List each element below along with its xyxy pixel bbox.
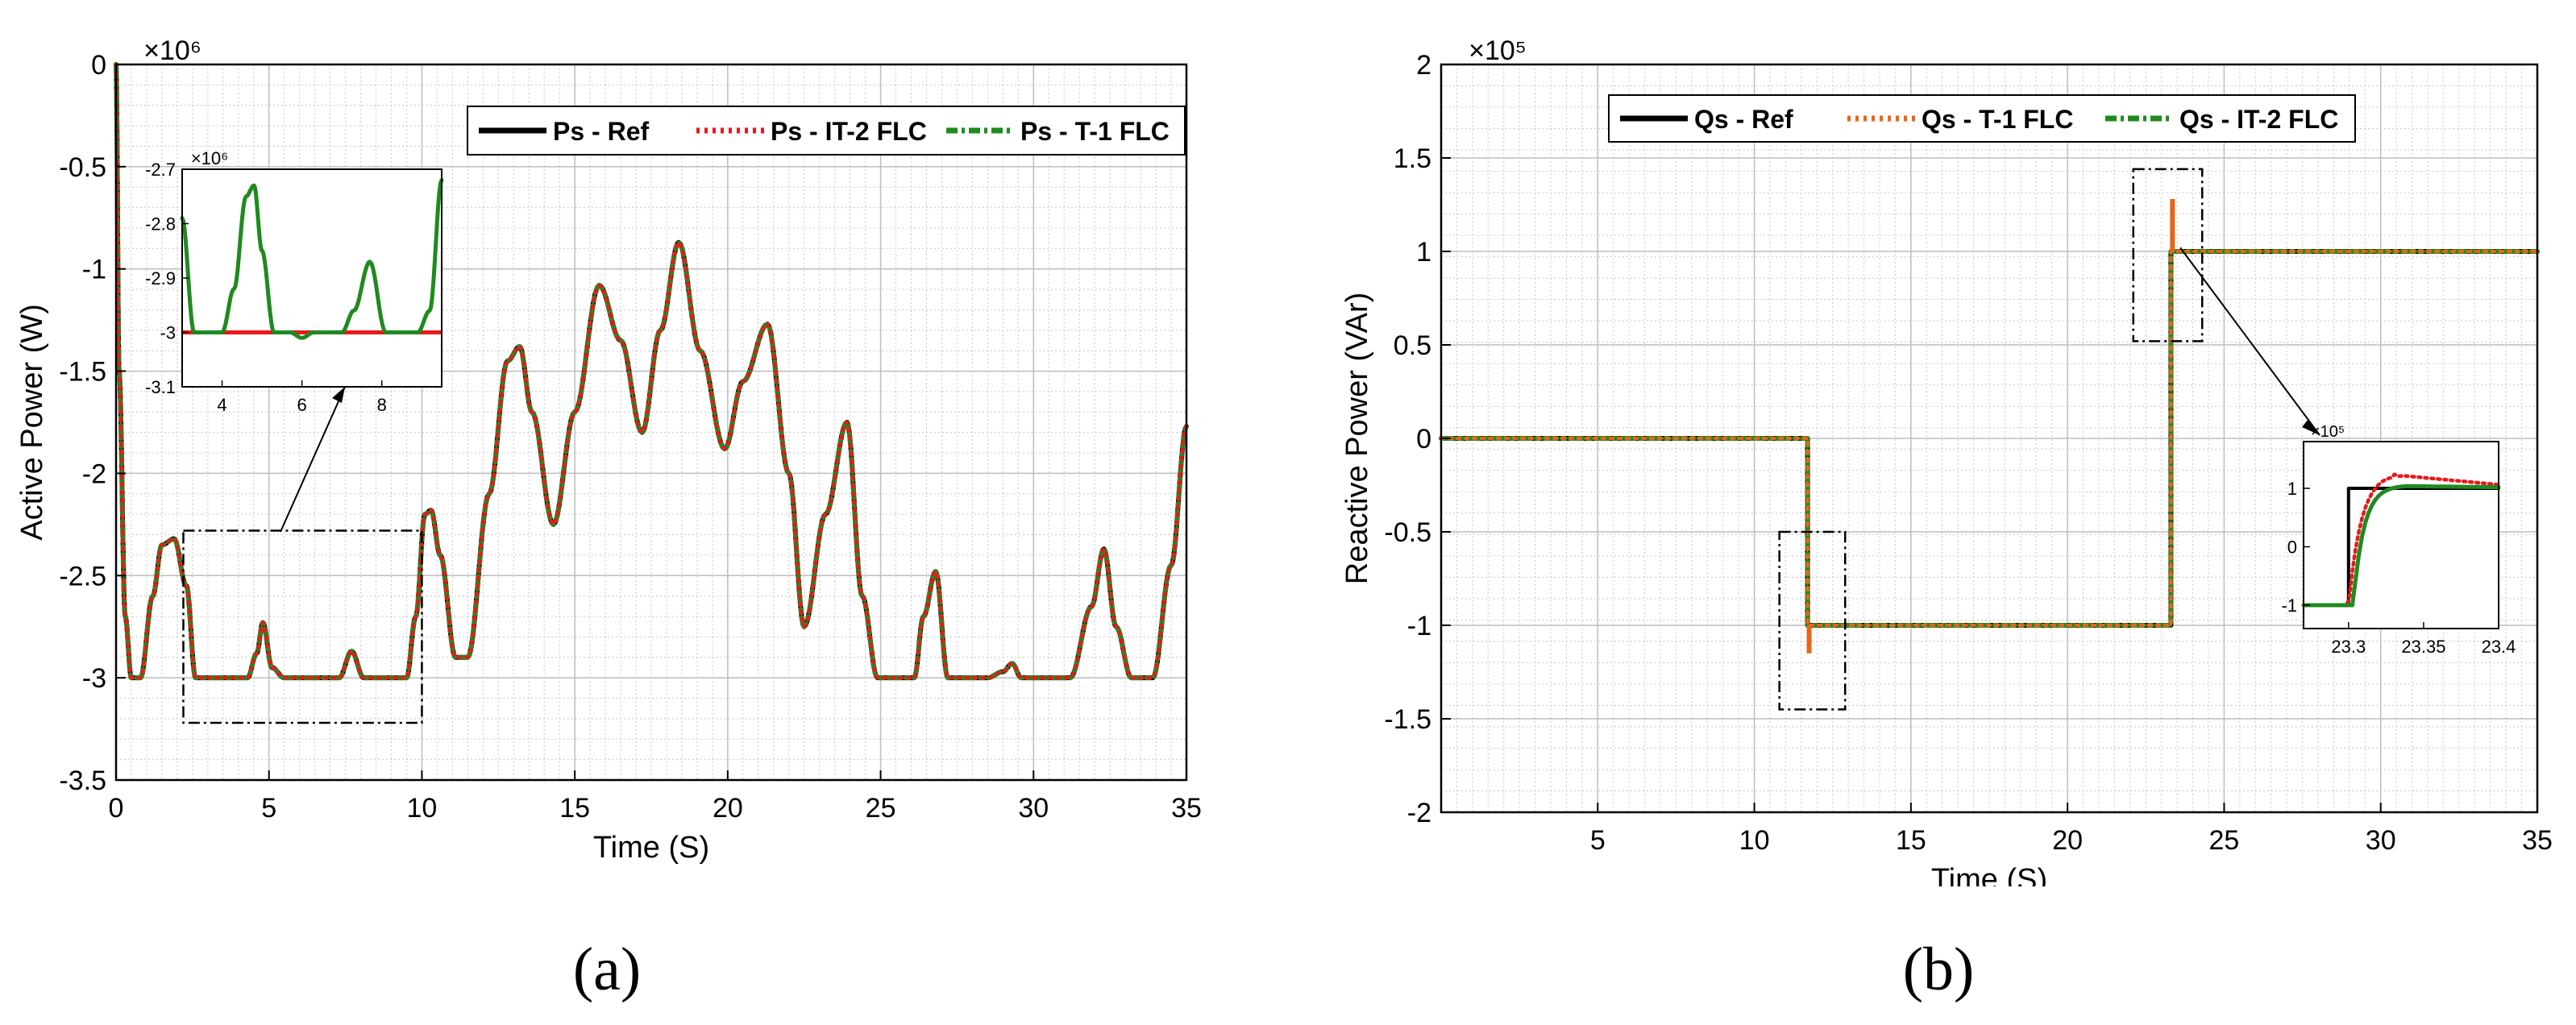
- inset-b-y-tick-label: -1: [2281, 595, 2297, 616]
- chart-a-y-tick-label: -0.5: [59, 152, 106, 183]
- chart-b-legend-label: Qs - IT-2 FLC: [2179, 105, 2338, 134]
- chart-b-x-tick-label: 20: [2052, 825, 2083, 856]
- chart-a-x-tick-label: 25: [866, 793, 896, 824]
- chart-b-y-tick-label: 0: [1416, 424, 1431, 454]
- chart-b-legend-label: Qs - Ref: [1694, 105, 1793, 134]
- inset-b-plot-area: [2304, 442, 2499, 629]
- chart-b-series-qs-t1-flc: [1439, 249, 2540, 628]
- chart-b-y-axis-label: Reactive Power (VAr): [1340, 293, 1374, 585]
- inset-a-plot-area: [182, 169, 442, 387]
- chart-b-exponent-label: ×10⁵: [1469, 35, 1527, 66]
- chart-a-x-axis-label: Time (S): [593, 831, 709, 865]
- chart-b-x-tick-label: 25: [2209, 825, 2240, 856]
- inset-b-exponent-label: ×10⁵: [2311, 423, 2345, 441]
- chart-b: 5 10 15 20 25 30 3521.510.50-0.5-1-1.5-2×10⁵Ti…: [1340, 35, 2553, 886]
- inset-b-x-tick-label: 23.4: [2482, 637, 2516, 657]
- chart-b-legend-label: Qs - T-1 FLC: [1922, 105, 2073, 134]
- chart-b-zoom-box-2: [2132, 168, 2204, 342]
- chart-a-series-ps-it2-flc: [114, 62, 1189, 680]
- inset-a-y-tick-label: -2.8: [145, 214, 176, 234]
- chart-b-x-axis-label: Time (S): [1931, 863, 2047, 886]
- chart-a-zoom-arrowhead: [332, 387, 345, 403]
- chart-a-x-tick-label: 10: [407, 793, 438, 824]
- chart-a-y-axis-label: Active Power (W): [15, 304, 49, 540]
- chart-a-y-tick-label: -1: [82, 255, 106, 285]
- chart-b-y-tick-label: 1: [1416, 237, 1431, 268]
- chart-a-y-tick-label: -1.5: [59, 357, 106, 388]
- chart-b-y-tick-label: 1.5: [1394, 143, 1431, 174]
- chart-b-y-tick-label: -0.5: [1384, 517, 1431, 548]
- chart-b-y-tick-label: -1: [1407, 611, 1431, 641]
- chart-a-zoom-box: [182, 529, 423, 724]
- inset-a-x-tick-label: 6: [297, 395, 306, 415]
- chart-a-y-tick-label: -3.5: [59, 766, 106, 796]
- inset-a-series-flc: [180, 178, 444, 340]
- chart-b-x-tick-label: 5: [1590, 825, 1606, 856]
- chart-a-x-tick-label: 20: [713, 793, 743, 824]
- chart-a-y-tick-label: -2: [82, 459, 106, 489]
- panel-label-a: (a): [572, 936, 642, 1003]
- chart-b-x-tick-label: 10: [1739, 825, 1770, 856]
- chart-a: 0 5 10 15 20 25 30 35 0 -0.5 -1 -1.5 -2 -2.5 -3 -3.5 ×10…: [15, 35, 1202, 865]
- inset-b-y-tick-label: 0: [2287, 537, 2297, 558]
- chart-a-axes-box: [114, 63, 1188, 782]
- chart-b-zoom-box-1: [1778, 530, 1847, 711]
- chart-b-x-tick-label: 35: [2522, 825, 2553, 856]
- inset-b-axes-box: [2303, 441, 2499, 629]
- chart-a-y-tick-label: -3: [82, 663, 106, 694]
- chart-b-zoom-arrowhead: [2302, 419, 2320, 435]
- inset-a-exponent-label: ×10⁶: [191, 148, 228, 168]
- inset-b-x-tick-label: 23.35: [2401, 637, 2445, 657]
- chart-a-x-tick-label: 35: [1171, 793, 1202, 824]
- chart-a-x-tick-label: 15: [559, 793, 590, 824]
- chart-a-x-tick-label: 5: [261, 793, 276, 824]
- inset-b-x-tick-label: 23.3: [2331, 637, 2366, 657]
- inset-a-y-tick-label: -3: [160, 323, 176, 343]
- chart-a-y-tick-label: 0: [91, 50, 106, 81]
- chart-a-x-tick-label: 30: [1018, 793, 1049, 824]
- chart-b-y-tick-label: 0.5: [1394, 330, 1431, 361]
- inset-b-series-it2-flc: [2301, 483, 2501, 608]
- chart-b-zoom-arrow: [2179, 247, 2320, 436]
- inset-a-y-tick-label: -3.1: [145, 377, 176, 397]
- inset-b-y-tick-label: 1: [2287, 479, 2297, 499]
- chart-b-x-tick-label: 30: [2366, 825, 2396, 856]
- chart-a-x-tick-label: 0: [109, 793, 124, 824]
- chart-a-legend-label: Ps - IT-2 FLC: [771, 117, 927, 146]
- chart-a-legend: [467, 106, 1186, 156]
- inset-a-x-tick-label: 8: [377, 395, 387, 415]
- inset-a-x-tick-label: 4: [217, 395, 226, 415]
- inset-a-y-tick-label: -2.7: [145, 160, 176, 180]
- chart-a-exponent-label: ×10⁶: [143, 35, 202, 66]
- chart-a-legend-label: Ps - T-1 FLC: [1020, 117, 1170, 146]
- chart-a-zoom-arrow: [280, 386, 346, 533]
- chart-b-y-tick-label: 2: [1416, 50, 1431, 81]
- chart-b-x-tick-label: 15: [1896, 825, 1926, 856]
- inset-a-y-tick-label: -2.9: [145, 268, 176, 288]
- panel-label-b: (b): [1902, 936, 1975, 1003]
- chart-a-y-tick-label: -2.5: [59, 561, 106, 591]
- chart-b-y-tick-label: -1.5: [1384, 704, 1431, 735]
- chart-b-y-tick-label: -2: [1407, 798, 1431, 828]
- chart-a-legend-label: Ps - Ref: [553, 117, 649, 146]
- chart-b-legend: [1608, 94, 2356, 143]
